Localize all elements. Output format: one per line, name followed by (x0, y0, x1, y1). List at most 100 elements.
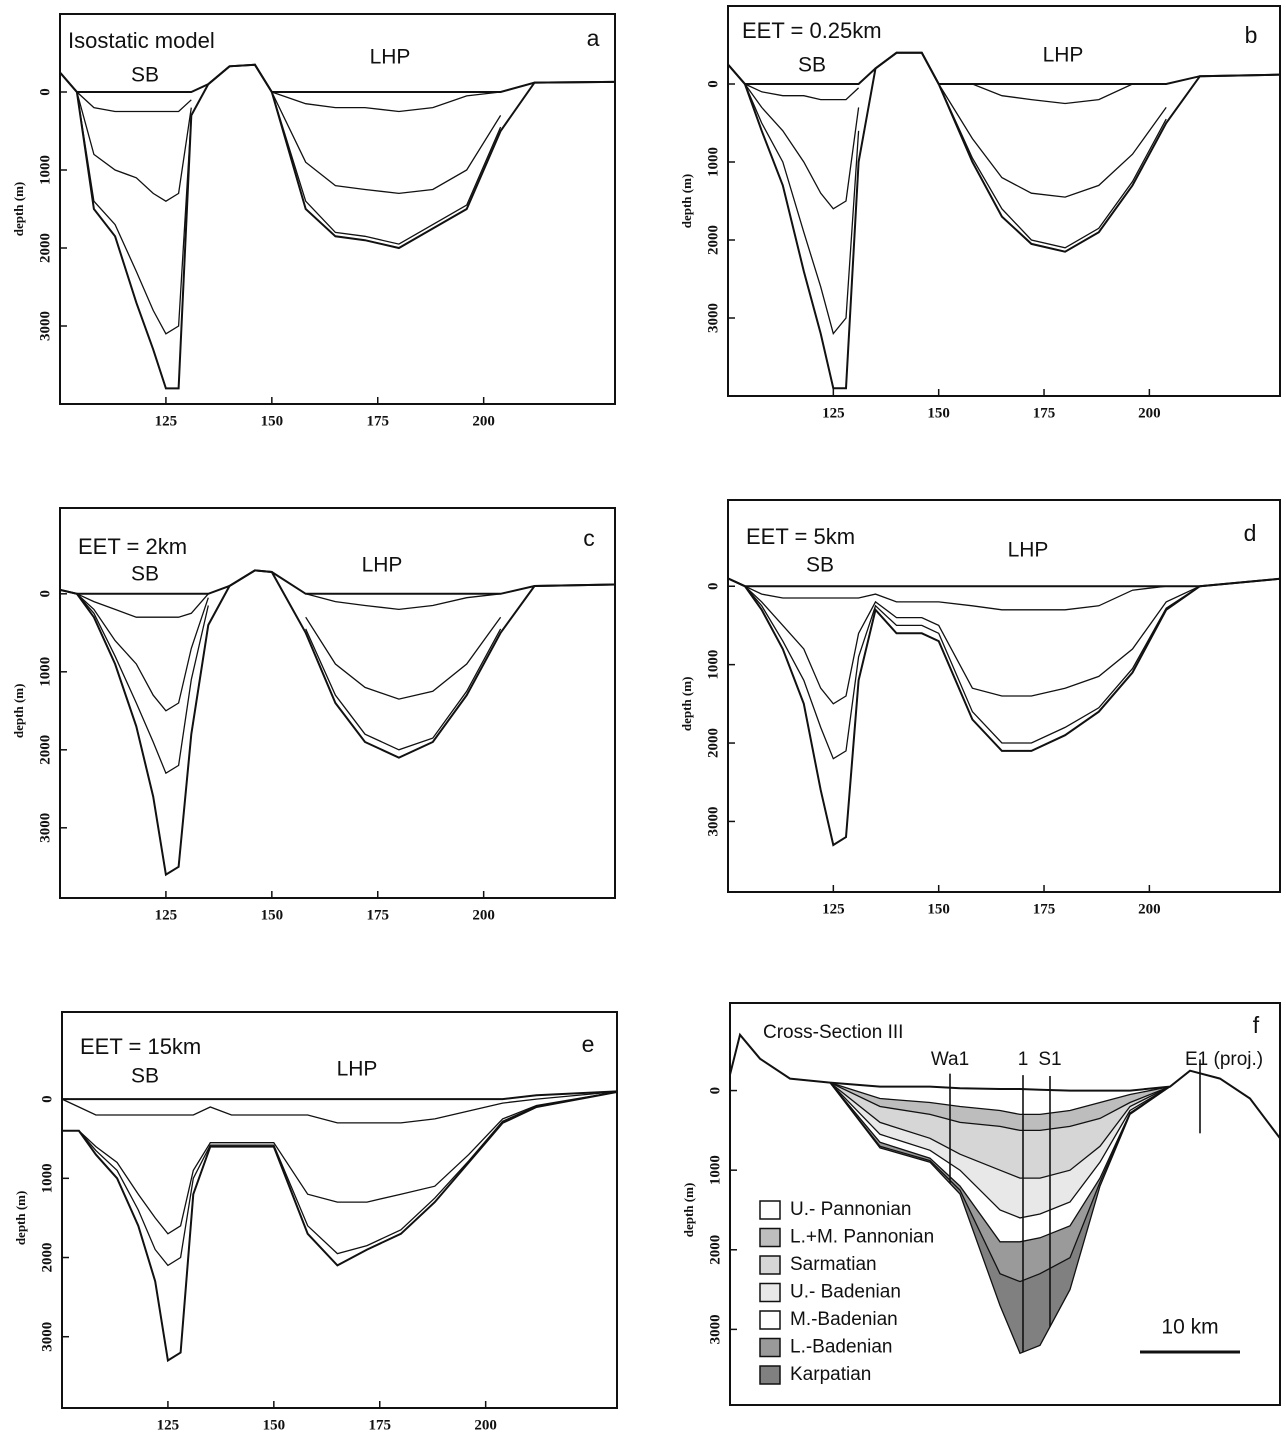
panel: SB LHP 0 1000 2000 3000 125 150 175 200 depth (m) E… (679, 5, 1281, 421)
y-tick-label: 1000 (705, 650, 721, 680)
panel-title: EET = 15km (80, 1034, 201, 1059)
horizon-line (76, 593, 501, 618)
horizon-line (744, 585, 1200, 611)
legend-swatch (759, 1282, 781, 1303)
panel: SB LHP 0 1000 2000 3000 125 150 175 200 depth (m) E… (13, 1011, 618, 1433)
x-tick-label: 150 (927, 901, 950, 917)
y-tick-label: 2000 (705, 225, 721, 255)
y-tick-label: 1000 (705, 147, 721, 177)
x-tick-label: 175 (1033, 901, 1056, 917)
legend-label: U.- Pannonian (790, 1199, 911, 1220)
panel-title: EET = 2km (78, 534, 187, 559)
y-tick-label: 0 (707, 1087, 723, 1095)
panel-letter: e (582, 1031, 595, 1057)
basin-label: LHP (1008, 539, 1049, 562)
unit-boundary (829, 1082, 1171, 1283)
panel-letter: c (583, 525, 595, 551)
panel: Wa1 1 S1 E1 (proj.) 10 km U.- Pannonian L.+M. … (681, 1002, 1281, 1406)
panel-title: Cross-Section III (763, 1022, 903, 1043)
unit-boundary (829, 1082, 1171, 1243)
unit-fill (830, 1082, 1170, 1218)
unit-boundary (829, 1082, 1171, 1219)
frame (727, 5, 1281, 397)
panel-title: Isostatic model (68, 28, 215, 53)
x-tick-label: 125 (155, 907, 178, 923)
horizon-line (76, 91, 502, 202)
horizon-line (62, 1091, 617, 1267)
panel-letter: b (1245, 22, 1258, 48)
basin-label: SB (798, 54, 826, 77)
panel-letter: a (587, 25, 600, 51)
horizon-line (76, 91, 501, 113)
unit-fill (830, 1082, 1170, 1179)
horizon-line (62, 1090, 617, 1101)
panel-letter: f (1253, 1012, 1260, 1038)
plot-area (730, 1032, 1280, 1355)
x-tick-label: 175 (366, 907, 389, 923)
y-tick-label: 3000 (705, 806, 721, 836)
basin-label: SB (131, 563, 159, 586)
x-tick-label: 200 (1138, 405, 1161, 421)
x-tick-label: 150 (263, 1417, 286, 1433)
legend-label: L.-Badenian (790, 1337, 892, 1358)
unit-boundary (829, 1082, 1171, 1132)
x-tick-label: 150 (261, 907, 284, 923)
surface-line (730, 1032, 1280, 1139)
panel-title: EET = 0.25km (742, 18, 882, 43)
unit-boundary (829, 1082, 1171, 1355)
horizon-line (76, 91, 502, 335)
well-label: Wa1 (931, 1049, 969, 1070)
x-tick-label: 150 (927, 405, 950, 421)
legend-swatch (759, 1337, 781, 1358)
legend-swatch (759, 1255, 781, 1275)
legend-swatch (759, 1365, 781, 1385)
y-tick-label: 2000 (705, 728, 721, 758)
horizon-line (744, 83, 1167, 210)
x-tick-label: 125 (822, 405, 845, 421)
legend-label: M.-Badenian (790, 1309, 898, 1330)
unit-boundary (829, 1082, 1171, 1179)
legend-label: Sarmatian (790, 1254, 877, 1275)
y-axis-label: depth (m) (11, 182, 26, 237)
y-tick-label: 2000 (37, 233, 53, 263)
frame (59, 507, 616, 899)
frame (729, 1002, 1281, 1406)
horizon-line (76, 593, 502, 775)
plot-area (60, 569, 615, 877)
y-tick-label: 0 (705, 582, 721, 590)
horizon-line (744, 585, 1201, 705)
unit-boundary (829, 1081, 1171, 1116)
basin-label: SB (131, 1065, 159, 1088)
horizon-line (62, 1091, 617, 1235)
frame (727, 499, 1281, 893)
y-axis-label: depth (m) (681, 1183, 696, 1238)
well-label: 1 (1018, 1049, 1029, 1070)
y-tick-label: 0 (39, 1095, 55, 1103)
y-tick-label: 1000 (39, 1163, 55, 1193)
horizon-line (62, 1090, 617, 1124)
horizon-line (60, 569, 615, 877)
legend-label: L.+M. Pannonian (790, 1227, 934, 1248)
panel: SB LHP 0 1000 2000 3000 125 150 175 200 depth (m) E… (679, 499, 1281, 917)
y-tick-label: 3000 (37, 813, 53, 843)
legend-label: U.- Badenian (790, 1282, 901, 1303)
x-tick-label: 200 (472, 413, 495, 429)
plot-area (60, 63, 615, 390)
y-tick-label: 1000 (707, 1155, 723, 1185)
y-axis-label: depth (m) (679, 174, 694, 229)
y-axis-label: depth (m) (11, 684, 26, 739)
unit-fill (830, 1082, 1170, 1131)
y-tick-label: 1000 (37, 657, 53, 687)
frame (61, 1011, 618, 1409)
y-tick-label: 2000 (39, 1243, 55, 1273)
y-tick-label: 3000 (37, 311, 53, 341)
y-tick-label: 3000 (707, 1314, 723, 1344)
y-tick-label: 1000 (37, 155, 53, 185)
basin-label: LHP (337, 1058, 378, 1081)
horizon-line (728, 577, 1280, 847)
horizon-line (62, 1090, 617, 1363)
basin-label: LHP (362, 554, 403, 577)
plot-area (728, 51, 1280, 390)
